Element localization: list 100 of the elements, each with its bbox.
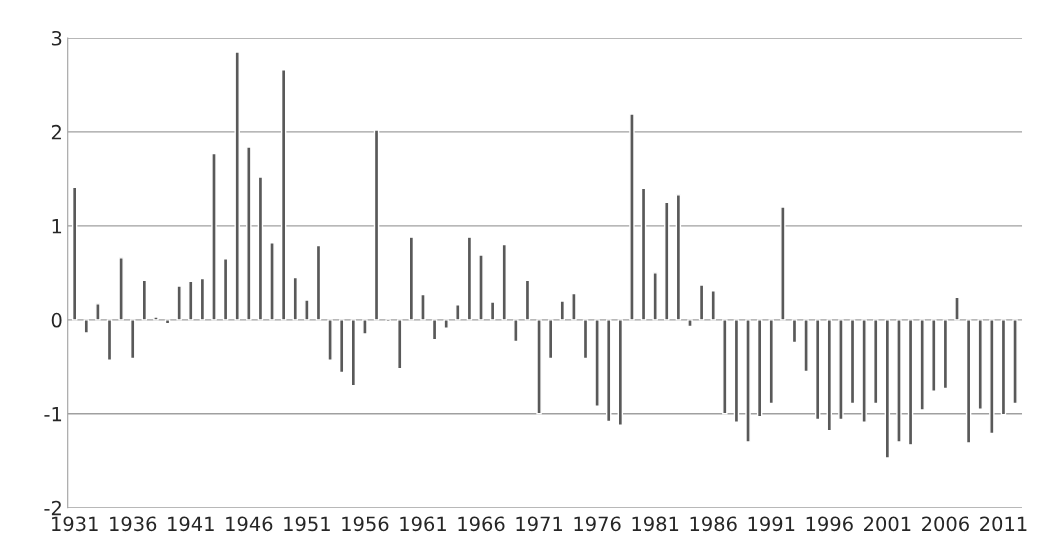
y-tick-label: 1 bbox=[52, 219, 62, 234]
x-tick-label: 2011 bbox=[980, 516, 1027, 532]
bar bbox=[478, 254, 484, 321]
bar bbox=[269, 242, 275, 321]
x-tick-label: 1986 bbox=[690, 516, 737, 532]
bar bbox=[95, 303, 101, 321]
bar bbox=[873, 319, 879, 405]
bar bbox=[640, 187, 647, 321]
bar bbox=[675, 194, 682, 321]
bar bbox=[896, 319, 902, 443]
bar bbox=[733, 319, 740, 423]
bar bbox=[664, 201, 670, 321]
x-tick-label: 1996 bbox=[806, 516, 853, 532]
bar bbox=[234, 51, 240, 321]
x-tick-label: 1991 bbox=[748, 516, 795, 532]
bar bbox=[431, 319, 438, 341]
y-tick-label: 3 bbox=[51, 30, 62, 46]
bar bbox=[931, 319, 937, 392]
bar bbox=[420, 293, 426, 321]
bar bbox=[327, 319, 333, 361]
bar bbox=[513, 319, 519, 343]
bar bbox=[246, 146, 252, 321]
bar bbox=[814, 319, 821, 421]
bar bbox=[826, 319, 833, 432]
bar bbox=[571, 292, 577, 321]
bar bbox=[965, 319, 972, 444]
bar bbox=[907, 319, 914, 446]
bar bbox=[849, 319, 856, 405]
bar bbox=[304, 299, 310, 321]
x-tick-label: 1981 bbox=[632, 516, 679, 532]
bar bbox=[524, 279, 531, 321]
bar bbox=[455, 304, 461, 321]
bar bbox=[710, 290, 716, 321]
bar bbox=[780, 206, 786, 321]
bar bbox=[338, 319, 345, 374]
bar bbox=[397, 319, 403, 370]
bar bbox=[489, 301, 496, 321]
bar bbox=[164, 319, 171, 325]
bar bbox=[129, 319, 136, 360]
x-tick-label: 1976 bbox=[574, 516, 621, 532]
x-tick-label: 1956 bbox=[342, 516, 389, 532]
bar bbox=[605, 319, 612, 423]
bar bbox=[617, 319, 624, 426]
x-tick-label: 1946 bbox=[226, 516, 273, 532]
bar bbox=[861, 319, 867, 423]
x-tick-label: 1971 bbox=[516, 516, 563, 532]
x-tick-label: 1961 bbox=[400, 516, 446, 532]
bar bbox=[188, 280, 194, 321]
bar bbox=[118, 257, 124, 321]
bar bbox=[408, 236, 415, 321]
bar bbox=[1000, 319, 1007, 416]
x-tick-label: 2006 bbox=[922, 516, 969, 532]
bar bbox=[211, 152, 217, 321]
bar bbox=[315, 244, 322, 321]
y-tick-label: 0 bbox=[51, 312, 62, 328]
x-tick-label: 1951 bbox=[284, 516, 330, 532]
bar bbox=[942, 319, 949, 390]
bar bbox=[222, 258, 229, 321]
bar bbox=[153, 316, 159, 321]
bar bbox=[106, 319, 113, 361]
bar bbox=[292, 276, 298, 321]
y-tick-label: -1 bbox=[44, 407, 62, 422]
bar bbox=[768, 319, 774, 405]
bar bbox=[559, 300, 566, 321]
y-tick-label: -2 bbox=[44, 500, 61, 516]
bar bbox=[176, 285, 182, 321]
bar bbox=[350, 319, 357, 387]
bar bbox=[501, 243, 507, 321]
bar bbox=[919, 319, 925, 411]
x-tick-label: 1936 bbox=[110, 516, 157, 532]
x-tick-label: 1941 bbox=[168, 516, 214, 532]
bar bbox=[791, 319, 798, 344]
bar bbox=[954, 296, 960, 321]
bar bbox=[629, 113, 635, 321]
x-tick-label: 1931 bbox=[52, 516, 98, 532]
bar bbox=[83, 319, 90, 334]
bar bbox=[989, 319, 995, 435]
bar bbox=[362, 319, 368, 335]
bar bbox=[803, 319, 809, 373]
bar bbox=[838, 319, 844, 421]
bar bbox=[594, 319, 600, 407]
bar bbox=[687, 319, 693, 328]
bar bbox=[698, 284, 705, 321]
bar bbox=[257, 176, 264, 321]
bar bbox=[536, 319, 542, 415]
bar bbox=[582, 319, 589, 360]
bar bbox=[466, 236, 473, 321]
bar bbox=[199, 277, 206, 321]
bar bbox=[71, 186, 78, 321]
bar bbox=[280, 69, 287, 321]
bar bbox=[652, 272, 658, 321]
bar bbox=[977, 319, 983, 410]
bar bbox=[745, 319, 751, 443]
bar bbox=[884, 319, 891, 459]
bar bbox=[443, 319, 449, 329]
x-tick-label: 1966 bbox=[458, 516, 505, 532]
bar bbox=[1012, 319, 1018, 405]
y-tick-label: 2 bbox=[51, 124, 61, 140]
bar bbox=[547, 319, 554, 360]
bar bbox=[141, 279, 148, 321]
